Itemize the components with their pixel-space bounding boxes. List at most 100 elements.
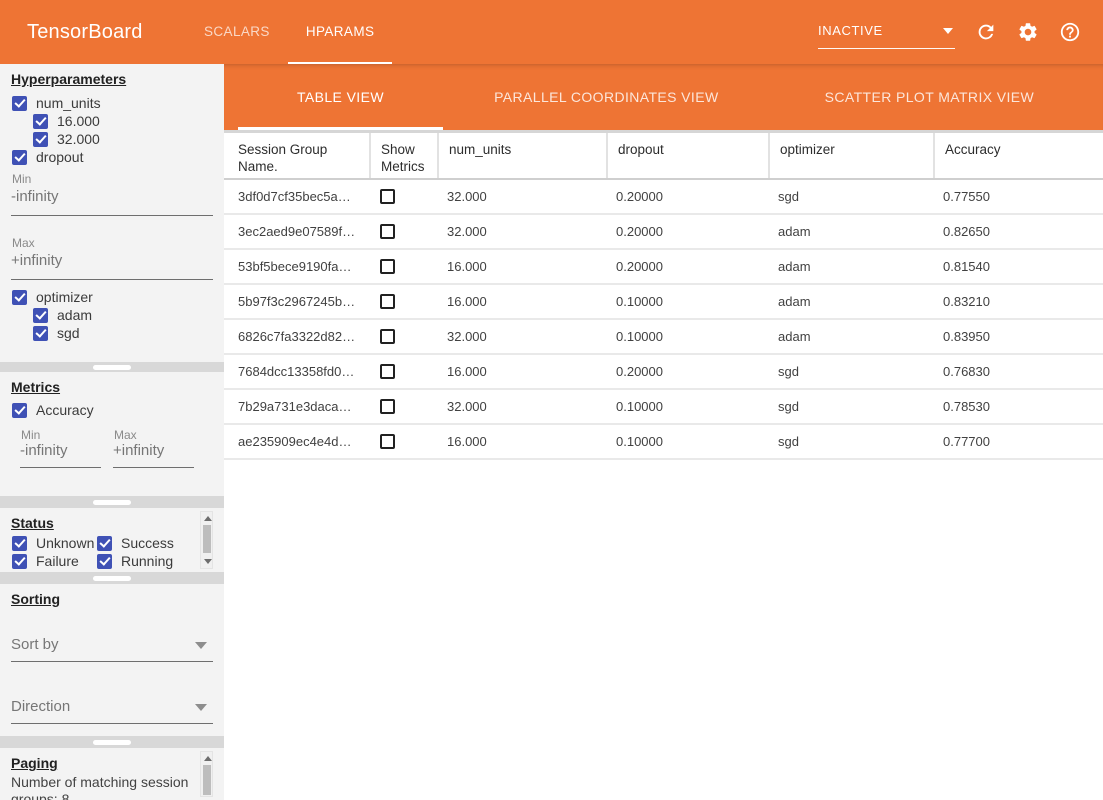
checkbox-dropout[interactable] (12, 150, 27, 165)
dropout-cell: 0.20000 (606, 364, 768, 379)
session-group-name: 3df0d7cf35bec5a… (224, 189, 369, 204)
table-row: 7684dcc13358fd0… 16.000 0.20000 sgd 0.76… (224, 355, 1103, 390)
status-success[interactable]: Success (97, 534, 174, 552)
status-running[interactable]: Running (97, 552, 173, 570)
hparam-num-units-32[interactable]: 32.000 (0, 130, 224, 148)
session-group-name: 7b29a731e3daca… (224, 399, 369, 414)
help-icon[interactable] (1059, 21, 1081, 43)
tab-parallel-coordinates-view[interactable]: PARALLEL COORDINATES VIEW (457, 64, 756, 130)
settings-gear-icon[interactable] (1017, 21, 1039, 43)
tab-scalars[interactable]: SCALARS (186, 0, 288, 64)
table-row: 6826c7fa3322d82… 32.000 0.10000 adam 0.8… (224, 320, 1103, 355)
show-metrics-checkbox[interactable] (380, 434, 395, 449)
hparam-optimizer-adam[interactable]: adam (0, 306, 224, 324)
header-dropout[interactable]: dropout (606, 133, 768, 178)
tab-scatter-plot-matrix-view[interactable]: SCATTER PLOT MATRIX VIEW (756, 64, 1103, 130)
scroll-down-icon[interactable] (204, 559, 212, 564)
hparam-num-units-16[interactable]: 16.000 (0, 112, 224, 130)
direction-dropdown[interactable]: Direction (11, 694, 213, 724)
show-metrics-checkbox[interactable] (380, 259, 395, 274)
show-metrics-checkbox[interactable] (380, 294, 395, 309)
table-header-row: Session Group Name. Show Metrics num_uni… (224, 130, 1103, 180)
optimizer-cell: sgd (768, 434, 933, 449)
dropout-cell: 0.10000 (606, 399, 768, 414)
checkbox-success[interactable] (97, 536, 112, 551)
metric-accuracy[interactable]: Accuracy (0, 401, 224, 419)
checkbox-running[interactable] (97, 554, 112, 569)
checkbox-num-units[interactable] (12, 96, 27, 111)
checkbox-optimizer[interactable] (12, 290, 27, 305)
paging-scrollbar[interactable] (200, 751, 213, 797)
checkbox-32[interactable] (33, 132, 48, 147)
dropout-max-input[interactable]: +infinity (11, 252, 213, 280)
header-optimizer[interactable]: optimizer (768, 133, 933, 178)
status-dropdown[interactable]: INACTIVE (818, 19, 955, 49)
dropout-cell: 0.10000 (606, 329, 768, 344)
session-group-name: 5b97f3c2967245b… (224, 294, 369, 309)
num-units-cell: 16.000 (437, 364, 606, 379)
num-units-cell: 32.000 (437, 329, 606, 344)
optimizer-cell: adam (768, 329, 933, 344)
accuracy-max-input[interactable]: +infinity (113, 442, 194, 468)
header-accuracy[interactable]: Accuracy (933, 133, 1103, 178)
top-toolbar: TensorBoard SCALARS HPARAMS INACTIVE (0, 0, 1103, 64)
num-units-cell: 16.000 (437, 294, 606, 309)
status-title: Status (0, 508, 224, 531)
accuracy-cell: 0.82650 (933, 224, 1103, 239)
status-failure[interactable]: Failure (12, 552, 97, 570)
tab-hparams[interactable]: HPARAMS (288, 0, 393, 64)
session-group-name: 3ec2aed9e07589f… (224, 224, 369, 239)
hyperparameters-title: Hyperparameters (0, 64, 224, 87)
scrollbar-thumb[interactable] (203, 525, 211, 553)
optimizer-cell: sgd (768, 364, 933, 379)
status-scrollbar[interactable] (200, 511, 213, 569)
checkbox-unknown[interactable] (12, 536, 27, 551)
sort-by-dropdown[interactable]: Sort by (11, 632, 213, 662)
show-metrics-checkbox[interactable] (380, 364, 395, 379)
chevron-down-icon (195, 704, 207, 711)
accuracy-min-input[interactable]: -infinity (20, 442, 101, 468)
scroll-up-icon[interactable] (204, 516, 212, 521)
checkbox-sgd[interactable] (33, 326, 48, 341)
section-splitter[interactable] (0, 737, 224, 747)
table-row: ae235909ec4e4d… 16.000 0.10000 sgd 0.777… (224, 425, 1103, 460)
status-unknown[interactable]: Unknown (12, 534, 97, 552)
accuracy-max-label: Max (114, 428, 137, 442)
show-metrics-checkbox[interactable] (380, 224, 395, 239)
plugin-tabs: SCALARS HPARAMS (186, 0, 392, 64)
section-splitter[interactable] (0, 573, 224, 583)
optimizer-cell: sgd (768, 399, 933, 414)
optimizer-cell: adam (768, 259, 933, 274)
num-units-cell: 32.000 (437, 399, 606, 414)
hyperparameters-section: Hyperparameters num_units 16.000 32.000 … (0, 64, 224, 362)
checkbox-failure[interactable] (12, 554, 27, 569)
checkbox-adam[interactable] (33, 308, 48, 323)
show-metrics-checkbox[interactable] (380, 189, 395, 204)
section-splitter[interactable] (0, 362, 224, 372)
status-dropdown-value: INACTIVE (818, 19, 955, 43)
dropout-cell: 0.20000 (606, 224, 768, 239)
hparam-num-units[interactable]: num_units (0, 94, 224, 112)
hparam-optimizer[interactable]: optimizer (0, 288, 224, 306)
header-num-units[interactable]: num_units (437, 133, 606, 178)
table-row: 3ec2aed9e07589f… 32.000 0.20000 adam 0.8… (224, 215, 1103, 250)
section-splitter[interactable] (0, 497, 224, 507)
scroll-up-icon[interactable] (204, 756, 212, 761)
paging-section: Paging Number of matching session groups… (0, 748, 224, 800)
accuracy-cell: 0.77700 (933, 434, 1103, 449)
checkbox-accuracy[interactable] (12, 403, 27, 418)
accuracy-cell: 0.83210 (933, 294, 1103, 309)
scrollbar-thumb[interactable] (203, 765, 211, 795)
hparam-dropout[interactable]: dropout (0, 148, 224, 166)
hparam-optimizer-sgd[interactable]: sgd (0, 324, 224, 342)
dropout-min-input[interactable]: -infinity (11, 188, 213, 216)
checkbox-16[interactable] (33, 114, 48, 129)
header-session-group-name[interactable]: Session Group Name. (224, 133, 369, 178)
dropout-cell: 0.20000 (606, 189, 768, 204)
tab-table-view[interactable]: TABLE VIEW (224, 64, 457, 130)
show-metrics-checkbox[interactable] (380, 399, 395, 414)
show-metrics-checkbox[interactable] (380, 329, 395, 344)
refresh-icon[interactable] (975, 21, 997, 43)
matching-groups-count: Number of matching session groups: 8 (11, 774, 201, 800)
accuracy-min-label: Min (21, 428, 40, 442)
